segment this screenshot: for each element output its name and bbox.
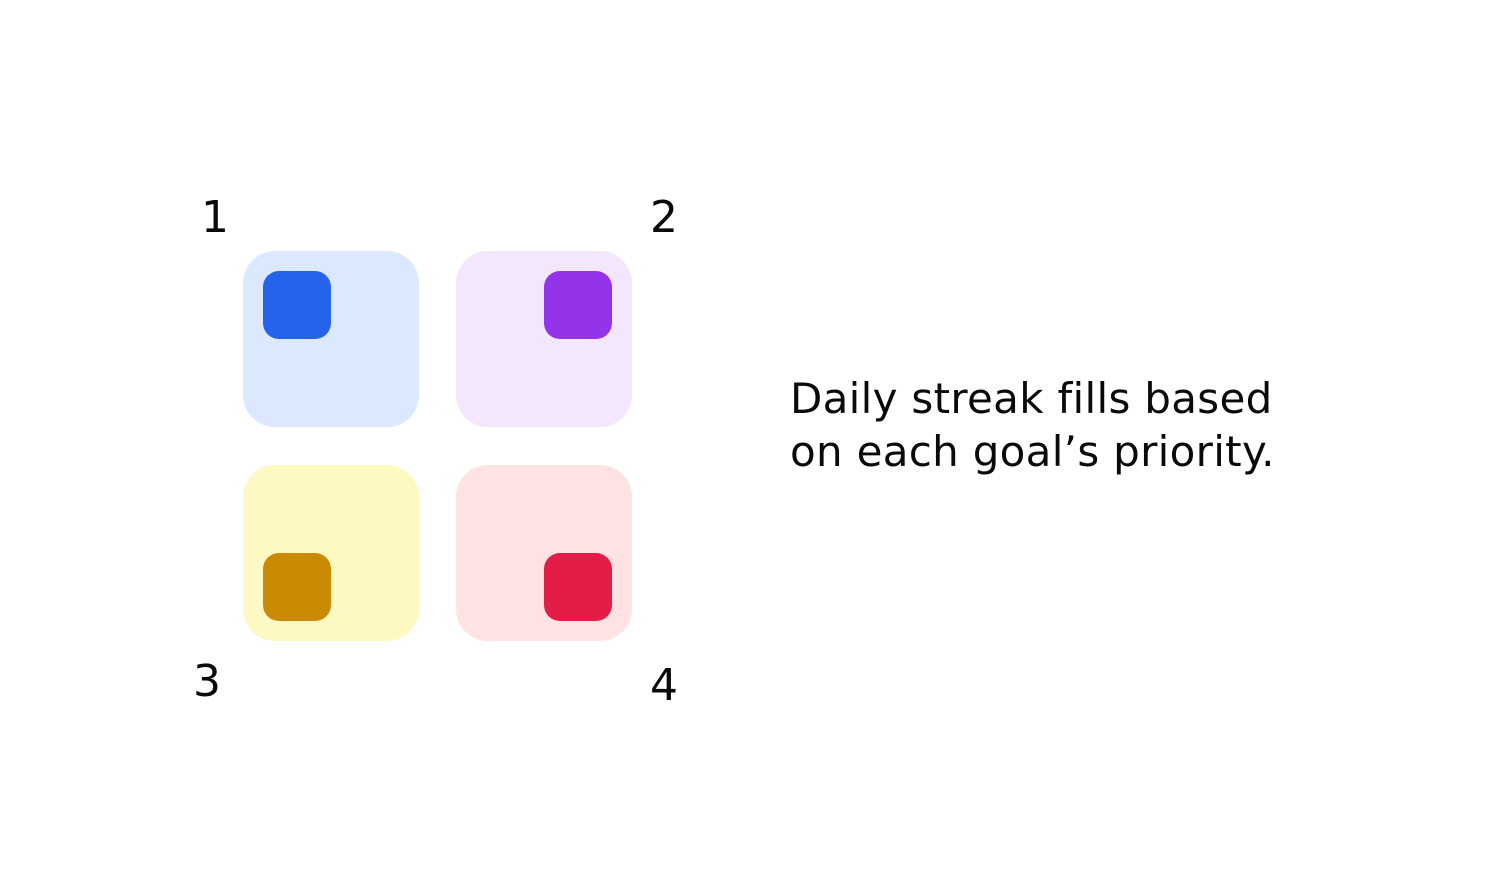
tile-priority-1 [243,251,419,427]
quadrant-label-3: 3 [193,656,221,707]
quadrant-label-2: 2 [650,192,678,243]
streak-fill-3 [263,553,331,621]
tile-priority-4 [456,465,632,641]
quadrant-label-4: 4 [650,660,678,711]
streak-fill-4 [544,553,612,621]
streak-fill-1 [263,271,331,339]
caption-text: Daily streak fills based on each goal’s … [790,374,1275,476]
quadrant-label-1: 1 [201,192,229,243]
streak-fill-2 [544,271,612,339]
tile-priority-2 [456,251,632,427]
tile-priority-3 [243,465,419,641]
